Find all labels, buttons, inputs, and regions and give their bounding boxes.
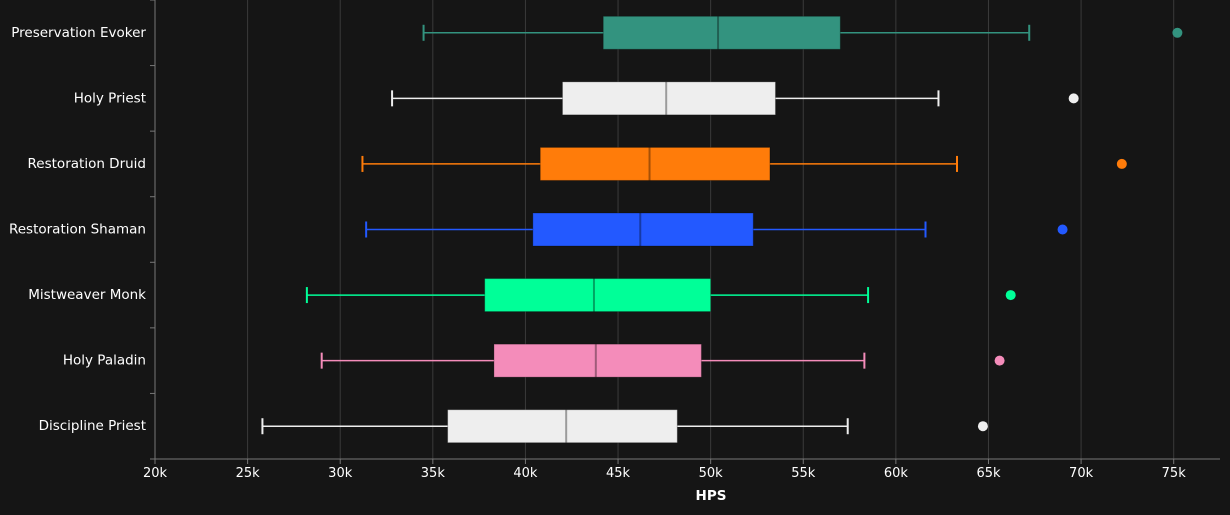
x-tick-label: 25k [236, 466, 261, 481]
iqr-box [447, 409, 678, 444]
box-group [305, 278, 1016, 313]
iqr-box [532, 212, 754, 247]
x-tick-label: 35k [421, 466, 446, 481]
axes [150, 0, 1220, 464]
category-label: Restoration Shaman [9, 222, 146, 238]
box-group [391, 81, 1079, 116]
outlier-point [1116, 158, 1127, 169]
outlier-point [1005, 290, 1016, 301]
category-label: Holy Priest [74, 90, 146, 106]
box-group [261, 409, 988, 444]
iqr-box [561, 81, 776, 116]
x-tick-label: 65k [976, 466, 1001, 481]
category-label: Holy Paladin [63, 353, 146, 369]
iqr-box [493, 343, 702, 378]
x-tick-labels: 20k 25k 30k 35k 40k 45k 50k 55k 60k 65k 70k 75k [143, 466, 1186, 481]
x-tick-label: 55k [791, 466, 816, 481]
outlier-point [1068, 93, 1079, 104]
x-tick-label: 45k [606, 466, 631, 481]
box-group [422, 15, 1183, 50]
iqr-box [484, 278, 712, 313]
category-labels: Preservation Evoker Holy Priest Restoratio… [9, 25, 146, 434]
box-group [361, 146, 1127, 181]
x-tick-label: 40k [513, 466, 538, 481]
category-label: Discipline Priest [39, 418, 146, 434]
iqr-box [602, 15, 841, 50]
outlier-point [1172, 27, 1183, 38]
outlier-point [1057, 224, 1068, 235]
x-axis-title: HPS [696, 488, 727, 504]
x-tick-label: 60k [884, 466, 909, 481]
box-series [261, 15, 1183, 444]
x-tick-label: 50k [699, 466, 724, 481]
x-tick-label: 20k [143, 466, 168, 481]
x-tick-label: 30k [328, 466, 353, 481]
box-group [320, 343, 1005, 378]
category-label: Preservation Evoker [11, 25, 146, 41]
x-tick-label: 75k [1162, 466, 1187, 481]
category-label: Mistweaver Monk [28, 287, 146, 303]
category-label: Restoration Druid [28, 156, 146, 172]
outlier-point [977, 421, 988, 432]
x-tick-label: 70k [1069, 466, 1094, 481]
iqr-box [539, 146, 771, 181]
outlier-point [994, 355, 1005, 366]
box-group [365, 212, 1068, 247]
